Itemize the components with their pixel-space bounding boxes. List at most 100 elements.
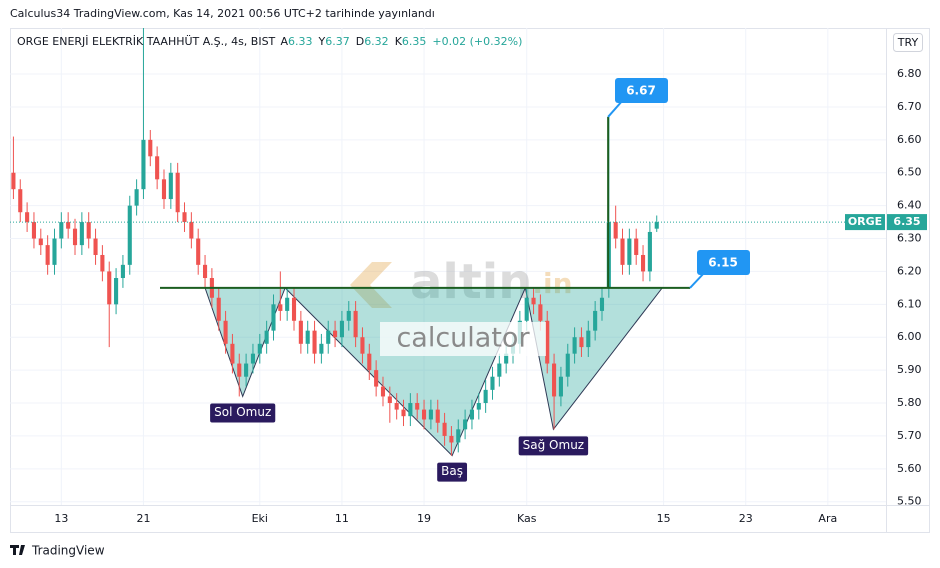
candle-body [572,337,577,354]
candle-body [244,363,249,377]
watermark-box [380,322,546,356]
candle-body [161,179,167,200]
candle-body [230,343,235,364]
watermark-logo [350,262,392,308]
candle-body [579,337,584,348]
candle-body [285,297,290,311]
candle-body [38,238,43,246]
candle-body [18,189,23,213]
y-tick-label: 5.50 [897,495,922,508]
y-tick-label: 6.60 [897,133,922,146]
candle-body [223,320,228,344]
annotations: Sol Omuz Baş Sağ Omuz 6.67 6.15 [10,78,886,482]
candle-body [408,403,413,417]
candle-body [380,386,386,397]
candle-body [545,320,550,364]
x-tick-label: Kas [517,512,537,525]
x-tick-label: Eki [252,512,268,525]
x-tick-label: 23 [739,512,753,525]
candle-body [31,222,37,239]
candle-body [305,330,310,344]
candle-body [264,330,269,344]
callout-label: 6.67 [626,84,656,98]
candle-body [415,403,420,410]
candle-body [326,330,331,344]
candle-body [319,343,324,354]
candle-body [148,139,153,157]
candle-body [442,422,447,436]
x-tick-label: 19 [417,512,431,525]
currency-box[interactable] [893,33,923,52]
y-tick-label: 6.30 [897,232,922,245]
symbol-box [845,214,885,231]
candle-body [586,330,591,348]
ohlc-letter: K [395,35,403,48]
candle-body [565,353,570,377]
ohlc-letter: A [280,35,288,48]
y-tick-label: 5.70 [897,429,922,442]
candle-body [250,353,256,364]
footer: TradingView [10,544,105,558]
pattern-label: Sağ Omuz [523,438,584,452]
y-tick-label: 6.70 [897,100,922,113]
candle-body [647,231,652,272]
chart-frame [10,28,930,533]
candle-body [613,222,618,239]
candle-body [79,222,84,246]
candle-body [421,409,427,420]
candle-body [552,363,557,397]
y-tick-label: 6.00 [897,330,922,343]
candle-body [333,330,338,338]
candle-body [435,409,440,423]
y-tick-label: 5.90 [897,363,922,376]
candle-body [469,409,475,420]
candle-body [59,222,64,239]
candle-body [374,370,379,387]
candle-body [497,363,502,377]
currency[interactable]: TRY [897,36,919,49]
candle-body [155,156,160,180]
candle-body [531,297,536,305]
candle-body [202,264,208,279]
candle-body [490,376,495,390]
candle-body [353,310,358,338]
footer-text: TradingView [31,544,105,558]
candle-body [599,297,605,311]
candle-body [141,139,146,190]
candle-body [312,330,317,354]
candle-body [456,429,461,443]
ohlc-value: 6.32 [364,35,389,48]
candle-body [394,403,399,410]
candle-body [271,304,276,331]
y-tick-label: 6.10 [897,297,922,310]
candle-body [107,271,112,305]
candle-body [25,212,30,223]
candle-body [114,278,119,305]
candle-body [72,228,78,246]
x-tick-label: 13 [54,512,68,525]
last-price-box [887,214,927,231]
callout-label: 6.15 [708,256,738,270]
candle-body [367,353,372,371]
candle-body [339,320,344,338]
axes: 5.50 5.60 5.70 5.80 5.90 6.00 6.10 6.20 6.30 6.40… [54,67,927,525]
candle-body [291,297,297,321]
ohlc-value: 6.35 [402,35,427,48]
candle-body [168,172,173,200]
candle-body [93,238,98,255]
y-tick-label: 5.60 [897,462,922,475]
candles [11,28,659,456]
candle-body [524,297,529,321]
watermark-text: calculator [396,323,530,354]
pattern-label: Sol Omuz [214,405,271,419]
candle-body [100,254,105,272]
candle-body [449,435,454,443]
candle-body [278,304,283,311]
x-tick-label: 15 [657,512,671,525]
callout-box [615,78,668,103]
ohlc-letter: Y [317,35,325,48]
candle-body [558,376,563,397]
candle-body [257,343,262,354]
candle-body [52,238,57,265]
